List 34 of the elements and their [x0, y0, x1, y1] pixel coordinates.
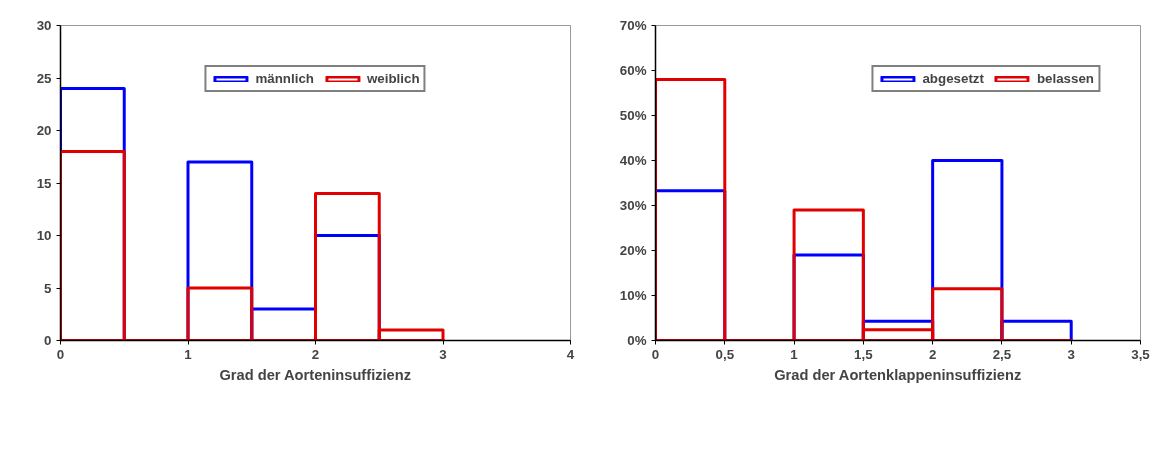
y-tick-label: 0%	[627, 333, 647, 348]
x-tick-label: 0	[651, 346, 660, 362]
x-tick-label: 2	[311, 346, 320, 362]
x-tick-label: 3	[439, 346, 447, 362]
y-tick-label: 15	[36, 175, 53, 191]
y-tick-label: 5	[44, 280, 53, 296]
y-tick-label: 40%	[619, 153, 647, 168]
y-tick-label: 0	[44, 333, 52, 348]
legend-label: weiblich	[366, 71, 420, 86]
y-tick-label: 50%	[619, 108, 647, 123]
y-tick-label: 10%	[619, 288, 647, 303]
x-tick-label: 2,5	[992, 346, 1012, 362]
x-tick-label: 2	[928, 346, 937, 362]
legend-label: männlich	[255, 71, 314, 86]
y-tick-label: 60%	[619, 63, 647, 78]
x-axis-title: Grad der Aorteninsuffizienz	[219, 366, 412, 383]
x-tick-label: 3	[1067, 346, 1075, 362]
x-tick-label: 1	[184, 346, 193, 362]
y-tick-label: 25	[36, 70, 53, 86]
legend-label: belassen	[1036, 71, 1094, 86]
x-tick-label: 4	[566, 346, 575, 362]
y-tick-label: 10	[36, 228, 52, 243]
x-tick-label: 1	[790, 346, 799, 362]
y-tick-label: 30%	[619, 198, 647, 213]
y-tick-label: 20%	[619, 243, 647, 258]
legend-label: abgesetzt	[922, 71, 984, 86]
x-tick-label: 0,5	[715, 346, 735, 362]
x-tick-label: 0	[56, 346, 65, 362]
x-axis-title: Grad der Aortenklappeninsuffizienz	[774, 366, 1022, 383]
y-tick-label: 30	[36, 18, 52, 33]
y-tick-label: 70%	[619, 18, 647, 33]
x-tick-label: 3,5	[1131, 346, 1151, 362]
y-tick-label: 20	[36, 123, 52, 138]
x-tick-label: 1,5	[854, 346, 874, 362]
